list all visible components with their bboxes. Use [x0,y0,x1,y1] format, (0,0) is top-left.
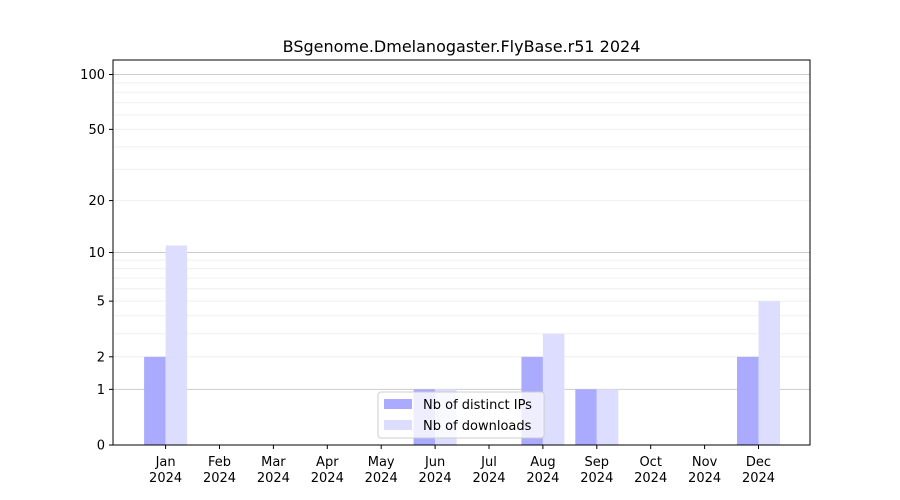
y-axis: 0 1 2 5 10 20 50 100 [80,68,113,454]
bar-distinct-ips [737,356,759,445]
y-tick-label: 0 [97,439,105,454]
grid-lines [113,74,810,390]
x-tick-label: Mar 2024 [257,455,290,486]
bar-downloads [542,333,565,445]
x-tick-label: Feb 2024 [203,455,236,486]
bar-distinct-ips [144,356,166,445]
legend: Nb of distinct IPs Nb of downloads [377,391,545,439]
y-tick-label: 2 [97,350,105,365]
bar-downloads [165,245,188,445]
y-tick-label: 20 [88,194,105,209]
x-tick-label: Sep 2024 [580,455,613,486]
legend-swatch [384,420,412,430]
x-tick-label: Jul 2024 [472,455,505,486]
x-tick-label: Jan 2024 [149,455,182,486]
bar-downloads [758,301,780,445]
bar-distinct-ips [575,389,597,445]
y-tick-label: 1 [97,383,105,398]
bar-downloads [596,389,619,445]
y-tick-label: 5 [97,295,105,310]
x-tick-label: May 2024 [365,455,398,486]
legend-label: Nb of distinct IPs [423,398,532,413]
chart-title: BSgenome.Dmelanogaster.FlyBase.r51 2024 [283,37,641,56]
x-tick-label: Oct 2024 [634,455,667,486]
x-tick-label: Dec 2024 [742,455,775,486]
y-tick-label: 100 [80,68,105,83]
x-tick-label: Aug 2024 [526,455,559,486]
legend-label: Nb of downloads [423,419,532,434]
x-tick-label: Nov 2024 [688,455,721,486]
legend-box [377,391,545,439]
x-tick-label: Jun 2024 [419,455,452,486]
y-tick-label: 50 [88,123,105,138]
y-tick-label: 10 [88,246,105,261]
x-tick-label: Apr 2024 [311,455,344,486]
x-axis: Jan 2024 Feb 2024 Mar 2024 Apr 2024 May 2024 Jun 20… [149,445,775,486]
legend-swatch [384,399,412,409]
